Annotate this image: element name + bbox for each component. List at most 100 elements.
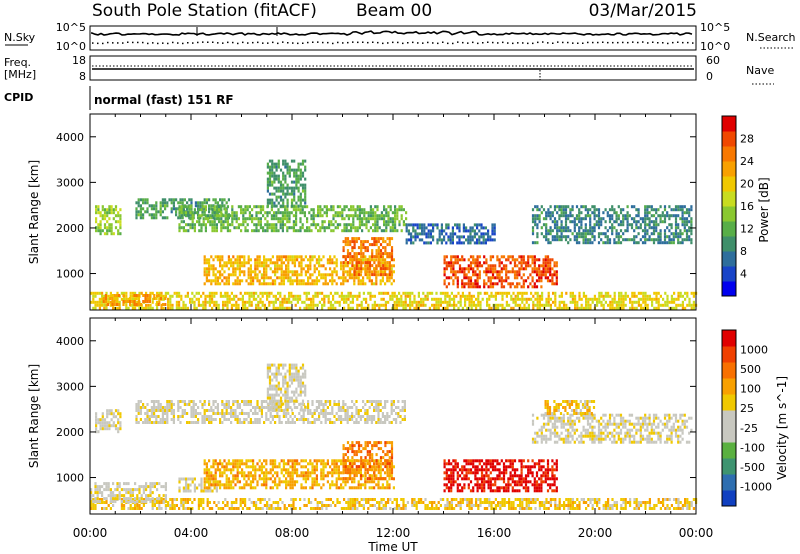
data-cell — [589, 303, 592, 307]
data-cell — [690, 220, 693, 224]
data-cell — [602, 217, 605, 221]
data-cell — [545, 232, 548, 236]
data-cell — [207, 480, 210, 484]
data-cell — [94, 294, 97, 298]
data-cell — [555, 261, 558, 265]
data-cell — [211, 306, 214, 310]
data-cell — [328, 223, 331, 227]
data-cell — [522, 282, 525, 286]
data-cell — [353, 264, 356, 268]
data-cell — [172, 421, 175, 424]
data-cell — [593, 208, 596, 212]
data-cell — [275, 378, 278, 382]
nsearch-point — [272, 41, 274, 44]
data-cell — [586, 211, 590, 215]
data-cell — [578, 229, 581, 233]
data-cell — [117, 211, 120, 215]
data-cell — [205, 474, 208, 478]
data-cell — [276, 264, 279, 268]
data-cell — [114, 220, 118, 224]
data-cell — [295, 208, 298, 212]
data-cell — [668, 241, 671, 245]
data-cell — [275, 223, 278, 227]
data-cell — [646, 208, 649, 212]
data-cell — [286, 220, 289, 224]
data-cell — [626, 217, 629, 221]
data-cell — [222, 303, 225, 307]
data-cell — [112, 232, 115, 236]
data-cell — [181, 216, 184, 220]
data-cell — [285, 273, 288, 277]
data-cell — [164, 297, 167, 300]
nsearch-point — [447, 42, 449, 45]
data-cell — [320, 421, 323, 424]
data-cell — [564, 223, 568, 227]
data-cell — [118, 306, 121, 310]
data-cell — [549, 261, 552, 265]
data-cell — [297, 229, 300, 233]
data-cell — [178, 480, 181, 484]
data-cell — [657, 300, 660, 304]
data-cell — [650, 214, 653, 218]
data-cell — [591, 297, 594, 301]
data-cell — [247, 270, 250, 274]
data-cell — [329, 421, 332, 424]
data-cell — [312, 297, 315, 301]
data-cell — [626, 229, 629, 233]
data-cell — [347, 217, 350, 221]
data-cell — [375, 237, 378, 241]
data-cell — [185, 489, 188, 493]
data-cell — [282, 270, 285, 274]
data-cell — [301, 390, 305, 394]
data-cell — [119, 214, 122, 218]
data-cell — [227, 483, 230, 487]
data-cell — [617, 217, 620, 221]
data-cell — [672, 238, 675, 242]
data-cell — [144, 294, 147, 297]
data-cell — [355, 421, 358, 424]
data-cell — [191, 291, 194, 295]
data-cell — [144, 418, 147, 421]
data-cell — [331, 412, 334, 415]
data-cell — [619, 220, 623, 224]
nsearch-point — [397, 41, 399, 44]
data-cell — [356, 306, 359, 310]
data-cell — [202, 220, 205, 224]
data-cell — [413, 306, 416, 310]
data-cell — [146, 418, 149, 421]
freq-left-tick-bottom: 8 — [79, 70, 86, 83]
data-cell — [304, 168, 307, 172]
data-cell — [180, 226, 183, 230]
data-cell — [359, 409, 362, 412]
data-cell — [520, 255, 523, 259]
data-cell — [353, 273, 356, 277]
data-cell — [555, 276, 558, 280]
data-cell — [113, 303, 116, 306]
data-cell — [324, 267, 327, 271]
data-cell — [236, 255, 239, 259]
data-cell — [449, 241, 452, 245]
data-cell — [445, 267, 448, 271]
data-cell — [219, 459, 222, 463]
data-cell — [312, 223, 315, 227]
data-cell — [370, 400, 373, 403]
data-cell — [204, 229, 207, 233]
data-cell — [256, 261, 259, 265]
data-cell — [104, 297, 107, 300]
data-cell — [357, 276, 360, 280]
data-cell — [351, 412, 354, 415]
data-cell — [302, 279, 305, 283]
data-cell — [279, 405, 283, 409]
data-cell — [109, 294, 112, 298]
data-cell — [668, 214, 671, 218]
data-cell — [221, 279, 224, 283]
nsearch-point — [217, 42, 219, 44]
data-cell — [205, 462, 208, 466]
data-cell — [234, 261, 237, 265]
data-cell — [208, 267, 211, 271]
data-cell — [185, 483, 188, 487]
data-cell — [187, 229, 190, 233]
data-cell — [363, 208, 366, 212]
data-cell — [480, 226, 483, 230]
data-cell — [549, 267, 552, 271]
